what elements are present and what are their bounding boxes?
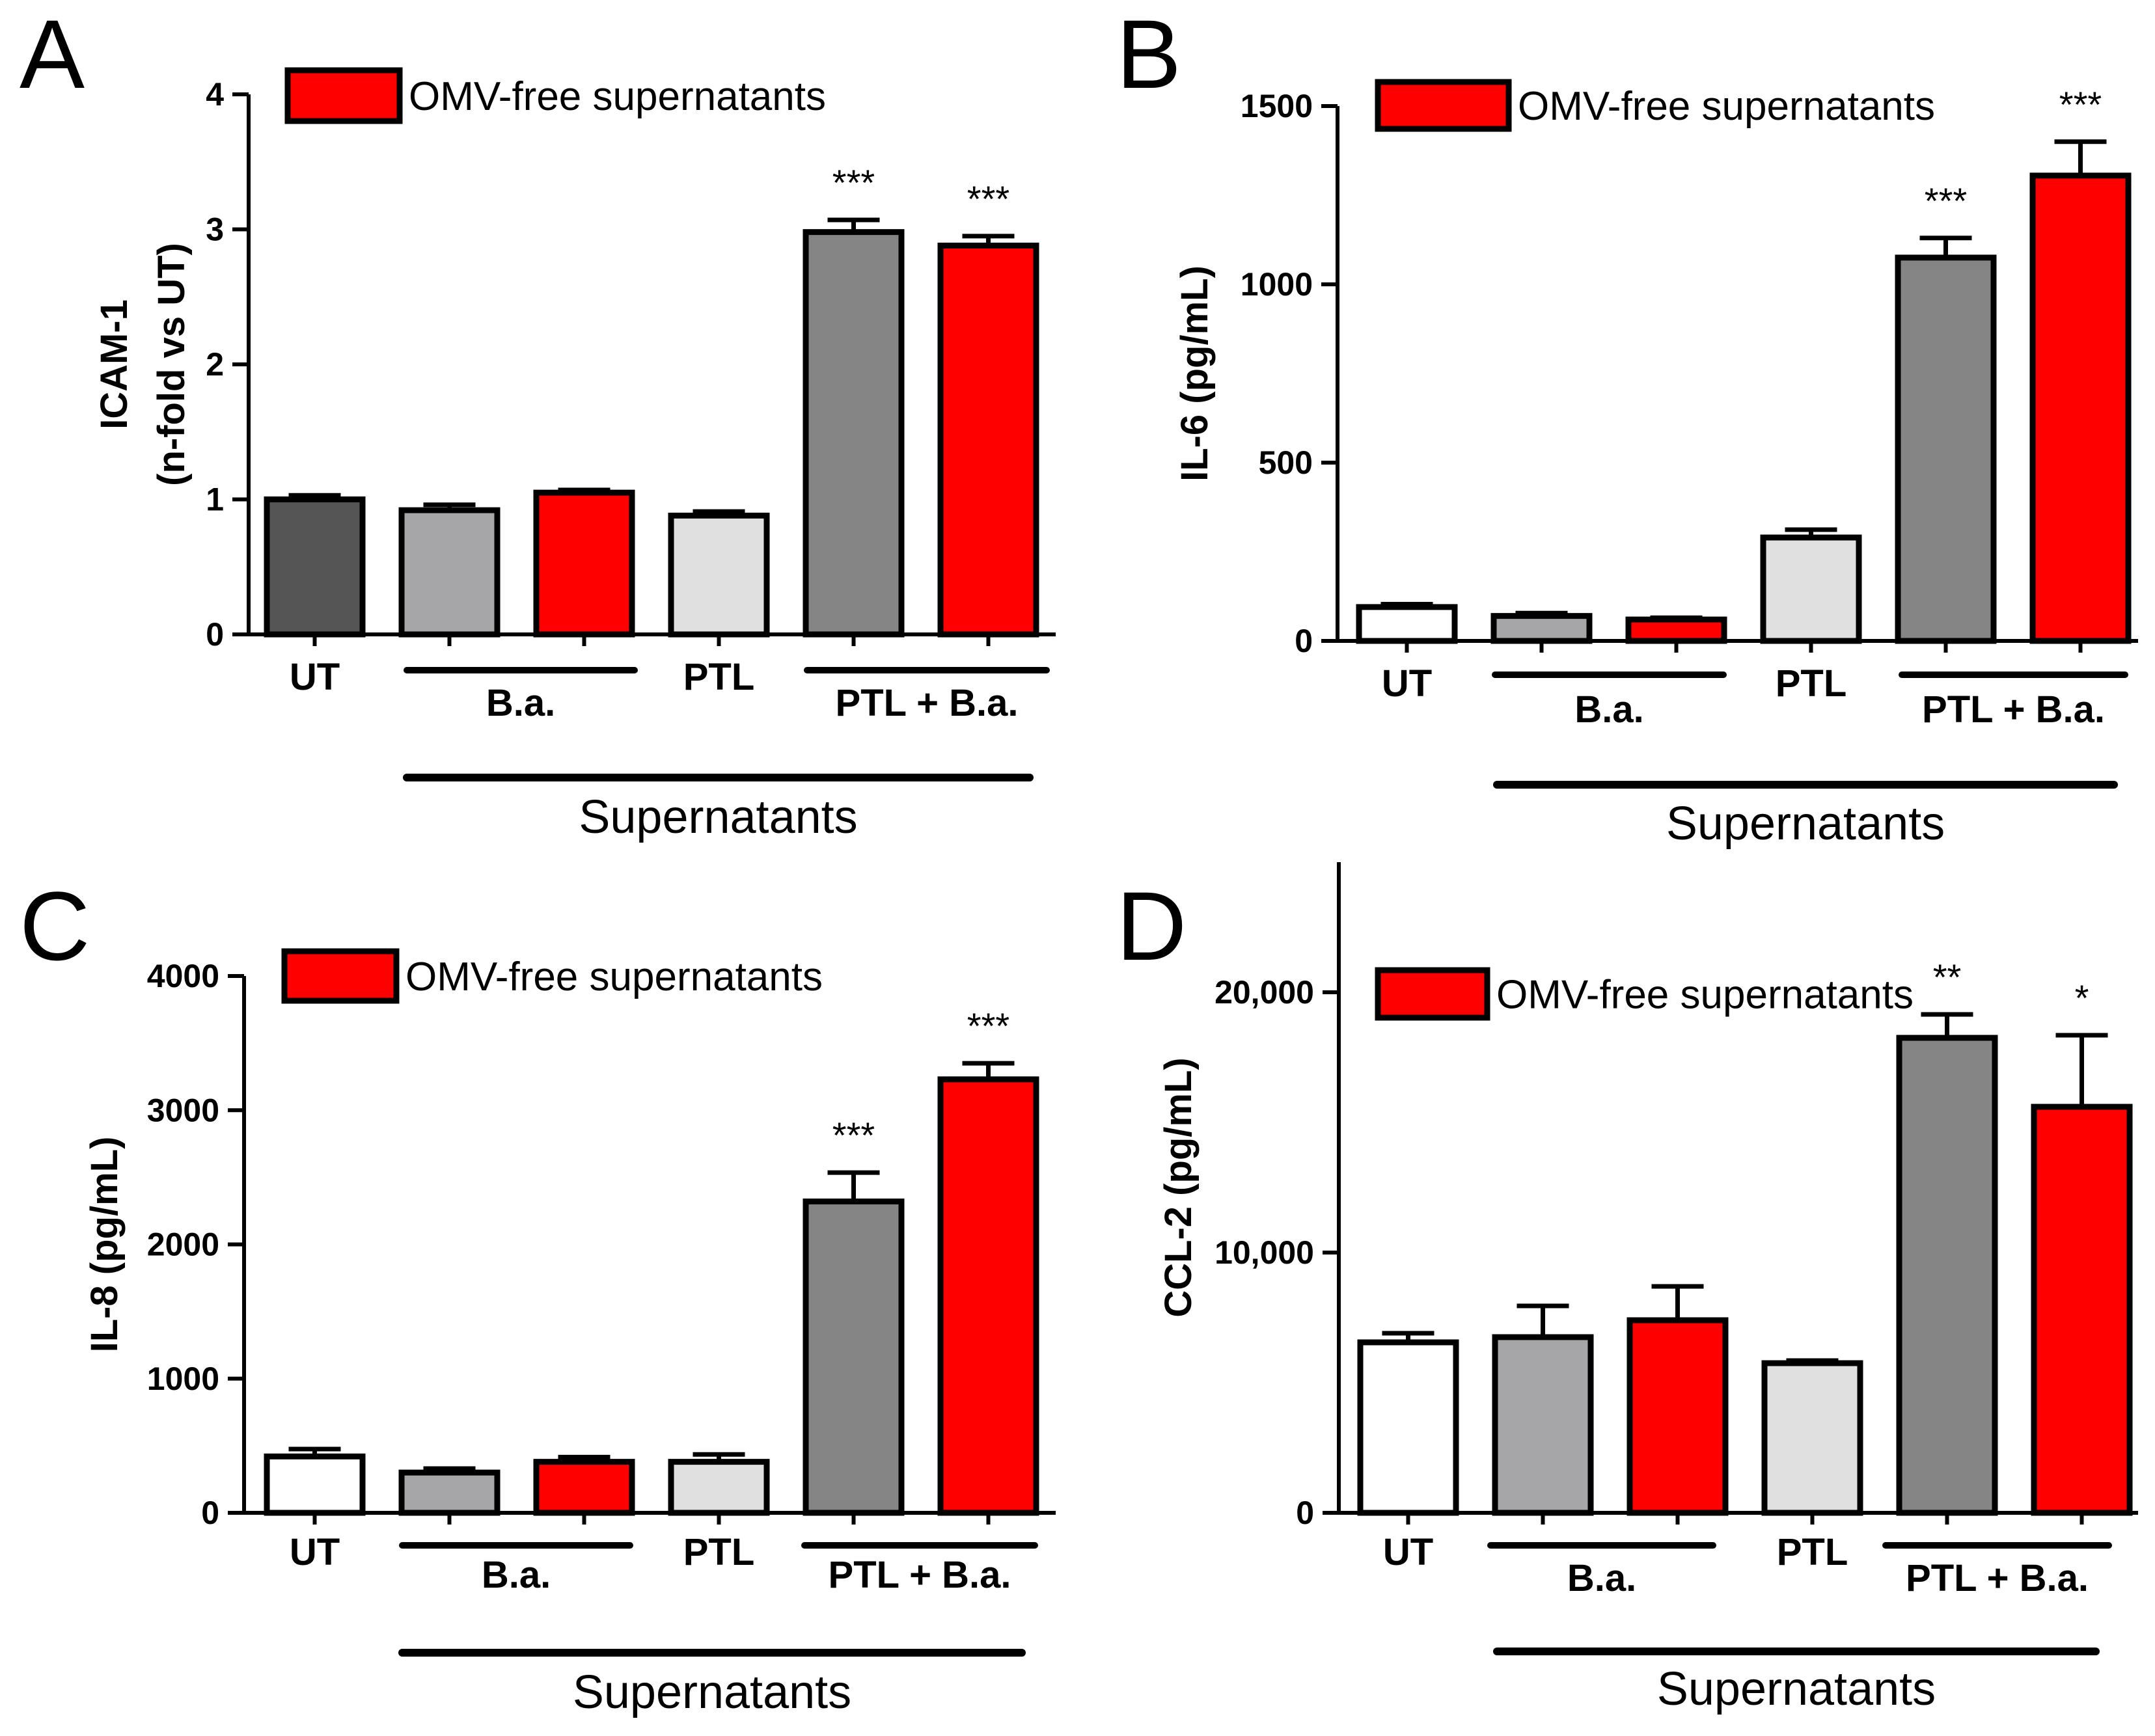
category-label-ptl: PTL [683, 656, 755, 698]
bar [1625, 616, 1727, 644]
legend-label: OMV-free supernatants [1518, 84, 1935, 129]
bar [398, 507, 501, 638]
bar [2031, 1104, 2133, 1516]
legend-swatch [281, 948, 400, 1004]
legend-label: OMV-free supernatants [405, 955, 823, 999]
y-axis-label: CCL-2 (pg/mL) [1157, 1057, 1200, 1318]
category-label-ptl-ba: PTL + B.a. [829, 1554, 1011, 1596]
bar [937, 242, 1039, 638]
y-tick-label: 0 [201, 1495, 219, 1531]
group-label-supernatants: Supernatants [1657, 1663, 1936, 1715]
y-tick-label: 4000 [147, 958, 219, 994]
bar [1627, 1317, 1729, 1516]
y-axis-label-sub: (n-fold vs UT) [150, 243, 193, 486]
category-label-ptl: PTL [683, 1531, 755, 1573]
legend-swatch [1375, 79, 1512, 132]
panel-letter: D [1116, 871, 1187, 981]
bar [1492, 1334, 1594, 1516]
bar [1357, 1339, 1459, 1516]
significance-label: *** [832, 1115, 875, 1156]
panel-letter: A [20, 0, 85, 109]
y-tick-label: 1500 [1241, 88, 1313, 124]
bar [264, 496, 366, 638]
panel-letter: C [20, 871, 90, 981]
bar [803, 1199, 905, 1516]
category-label-ut: UT [290, 656, 340, 698]
significance-label: * [2075, 977, 2089, 1018]
category-label-ba: B.a. [1567, 1557, 1636, 1599]
significance-label: *** [967, 178, 1009, 219]
significance-label: *** [1925, 180, 1967, 221]
category-label-ut: UT [1382, 662, 1432, 705]
legend-label: OMV-free supernatants [1496, 973, 1914, 1018]
y-tick-label: 2000 [147, 1227, 219, 1263]
y-tick-label: 10,000 [1215, 1234, 1314, 1271]
y-axis-label: ICAM-1 [93, 299, 135, 429]
bar [1760, 534, 1862, 644]
legend-label: OMV-free supernatants [409, 74, 826, 119]
category-label-ptl-ba: PTL + B.a. [1906, 1557, 2089, 1599]
category-label-ba: B.a. [1574, 688, 1643, 731]
y-tick-label: 500 [1259, 444, 1313, 481]
y-tick-label: 4 [206, 76, 224, 113]
chart-panel-a: A 0 1 2 3 4 ICAM-1 (n-fold vs UT) *** *** OMV-free… [20, 0, 1056, 843]
category-label-ptl: PTL [1777, 1531, 1848, 1573]
bar [398, 1469, 501, 1516]
y-tick-label: 1000 [1241, 266, 1313, 303]
bar [1356, 604, 1458, 644]
bar [1895, 254, 1997, 644]
legend-swatch [1375, 967, 1490, 1021]
chart-panel-c: C 0 1000 2000 3000 4000 IL-8 (pg/mL) *** *** OMV-… [20, 871, 1056, 1718]
legend-swatch [284, 67, 403, 124]
bar [1896, 1035, 1998, 1516]
group-label-supernatants: Supernatants [573, 1666, 851, 1718]
bar [2029, 172, 2132, 644]
y-tick-label: 0 [1295, 623, 1313, 659]
chart-panel-b: B 0 500 1000 1500 IL-6 (pg/mL) *** *** OMV-free … [1116, 0, 2138, 850]
bar [668, 1459, 770, 1516]
y-tick-label: 0 [206, 616, 224, 653]
category-label-ptl-ba: PTL + B.a. [1922, 688, 2105, 731]
category-label-ut: UT [290, 1531, 340, 1573]
bar [533, 489, 635, 638]
bar [937, 1076, 1039, 1516]
significance-label: ** [1933, 956, 1962, 997]
category-label-ba: B.a. [482, 1554, 551, 1596]
y-tick-label: 20,000 [1215, 974, 1314, 1010]
y-axis-label: IL-8 (pg/mL) [83, 1137, 126, 1353]
bar [264, 1453, 366, 1516]
significance-label: *** [832, 162, 875, 203]
significance-label: *** [967, 1005, 1009, 1046]
y-tick-label: 2 [206, 346, 224, 383]
category-label-ut: UT [1383, 1531, 1433, 1573]
category-label-ptl-ba: PTL + B.a. [836, 682, 1019, 724]
category-label-ptl: PTL [1776, 662, 1847, 705]
group-label-supernatants: Supernatants [1666, 798, 1945, 850]
bar [668, 512, 770, 638]
y-tick-label: 1 [206, 481, 224, 518]
bar [533, 1459, 635, 1516]
bar [803, 229, 905, 638]
y-tick-label: 3 [206, 211, 224, 248]
group-label-supernatants: Supernatants [579, 791, 857, 843]
y-tick-label: 3000 [147, 1092, 219, 1128]
significance-label: *** [2059, 84, 2102, 125]
y-tick-label: 1000 [147, 1361, 219, 1397]
category-label-ba: B.a. [486, 682, 555, 724]
bar [1490, 613, 1593, 644]
y-axis-label: IL-6 (pg/mL) [1174, 265, 1216, 481]
bar [1761, 1360, 1863, 1516]
y-tick-label: 0 [1296, 1495, 1314, 1531]
panel-letter: B [1116, 0, 1181, 109]
